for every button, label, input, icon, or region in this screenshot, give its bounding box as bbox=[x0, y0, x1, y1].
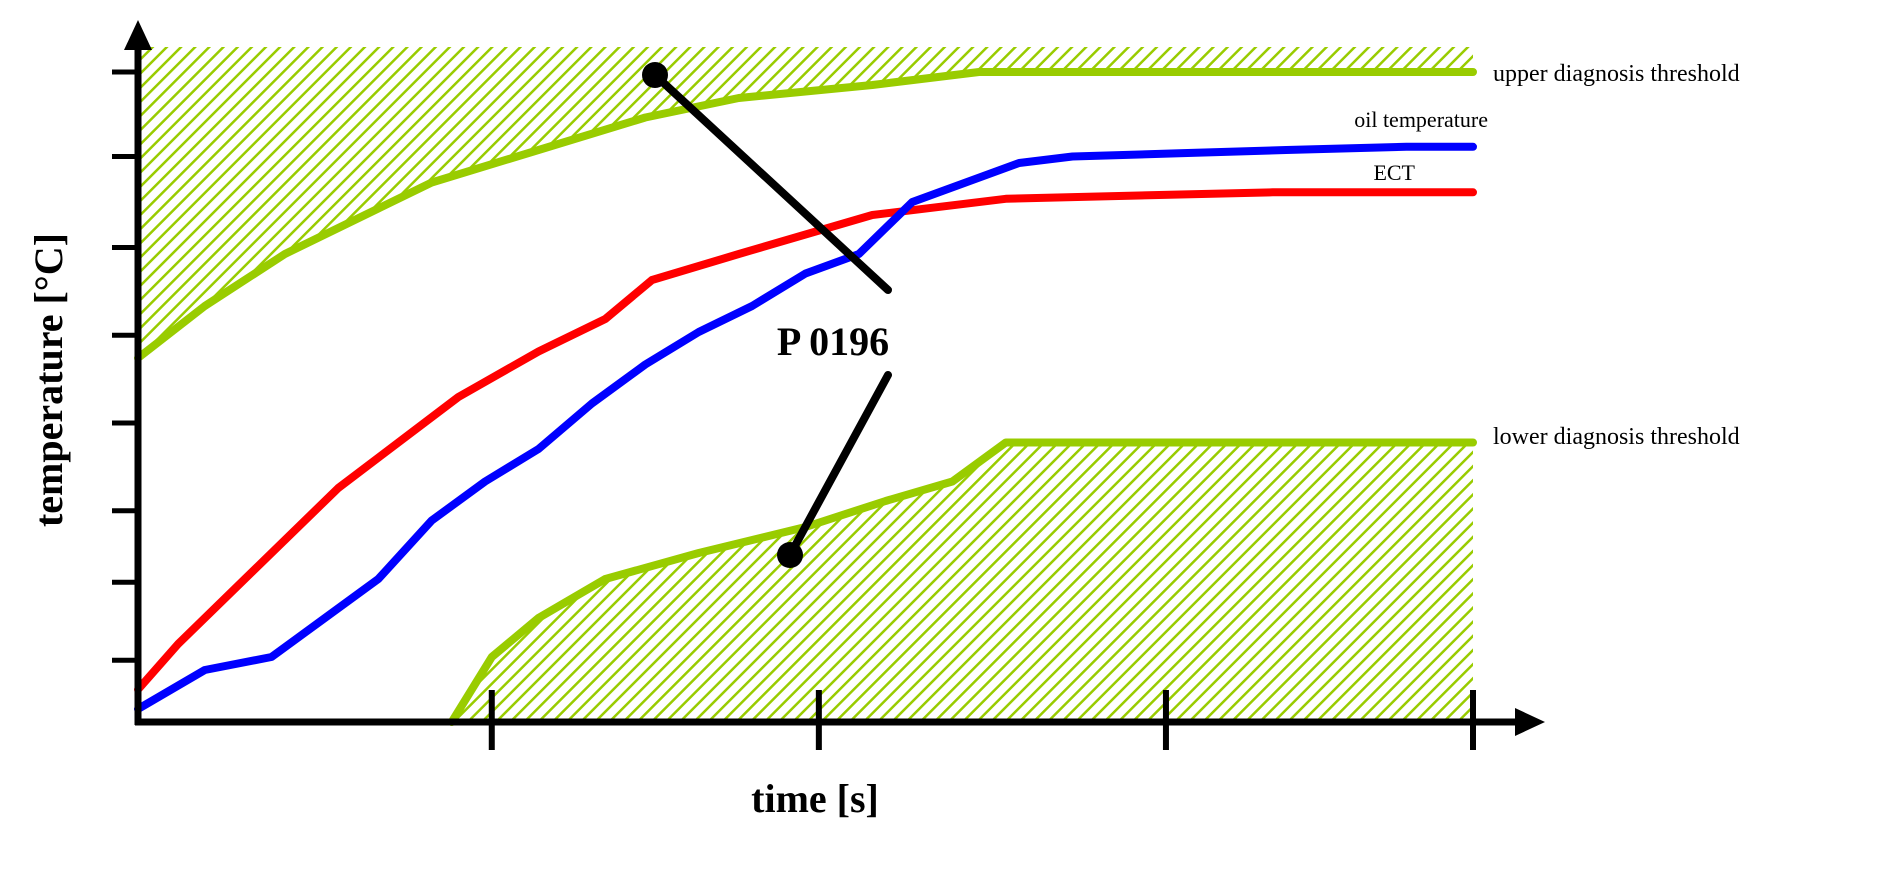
annotation-dot-upper bbox=[642, 62, 668, 88]
x-axis-title: time [s] bbox=[751, 776, 879, 821]
y-axis bbox=[124, 20, 152, 725]
annotation-leader-lower bbox=[786, 371, 892, 559]
annotation-label: P 0196 bbox=[777, 319, 889, 364]
y-axis-arrow-icon bbox=[124, 20, 152, 50]
annotation-leader-upper bbox=[651, 71, 892, 294]
series-line-upper-diagnosis-threshold bbox=[134, 68, 1477, 362]
annotation-dot-lower bbox=[777, 542, 803, 568]
upper-threshold-hatched-area bbox=[138, 47, 1473, 358]
series-layer bbox=[134, 68, 1477, 726]
x-axis bbox=[135, 708, 1545, 736]
annotation-p0196: P 0196 bbox=[642, 62, 892, 568]
x-axis-arrow-icon bbox=[1515, 708, 1545, 736]
lower-threshold-hatched-area bbox=[451, 442, 1473, 722]
oil-temperature-label: oil temperature bbox=[1354, 107, 1488, 132]
y-axis-title: temperature [°C] bbox=[26, 233, 71, 527]
axis-ticks bbox=[112, 69, 1476, 750]
series-line-oil-temperature bbox=[134, 142, 1477, 713]
series-line-lower-diagnosis-threshold bbox=[447, 438, 1477, 726]
series-line-ect bbox=[134, 188, 1477, 694]
upper-threshold-label: upper diagnosis threshold bbox=[1493, 61, 1740, 87]
lower-threshold-label: lower diagnosis threshold bbox=[1493, 424, 1740, 450]
ect-label: ECT bbox=[1373, 160, 1415, 185]
